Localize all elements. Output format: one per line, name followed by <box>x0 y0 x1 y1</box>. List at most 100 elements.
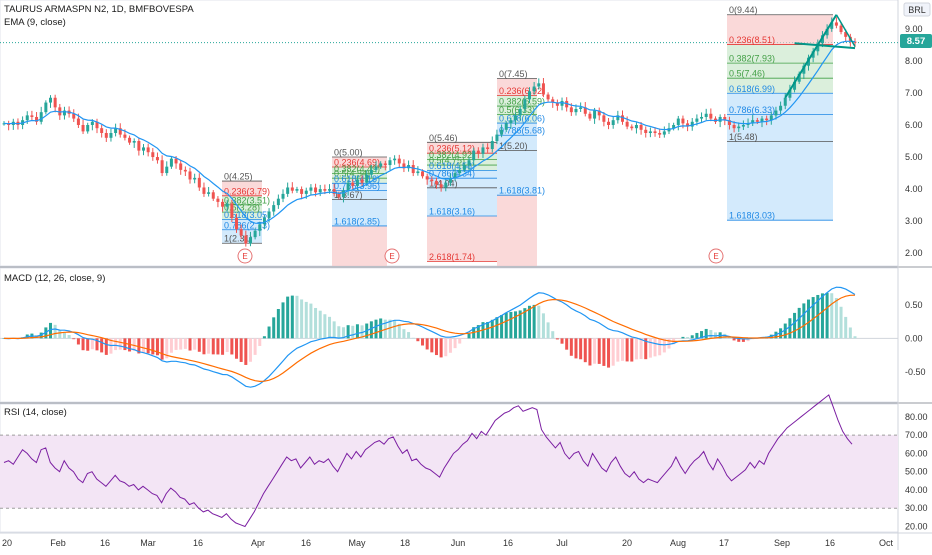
candle-body-40 <box>188 171 192 180</box>
macd-hist-bar-74 <box>346 325 350 339</box>
macd-hist-bar-31 <box>146 338 150 354</box>
candle-100 <box>467 157 471 171</box>
macd-tick-1: 0.00 <box>905 333 923 343</box>
axis-layer[interactable]: 9.00 8.00 7.00 6.00 5.00 4.00 3.00 2.00 0.50 0.00… <box>2 24 928 548</box>
macd-hist-bar-137 <box>639 338 643 360</box>
price-tick-0: 9.00 <box>905 24 923 34</box>
fib-zone-4-6 <box>727 141 833 221</box>
macd-hist-bar-129 <box>602 338 606 366</box>
macd-hist-bar-39 <box>183 338 187 349</box>
fib-label-2-2: 0.382(4.92) <box>429 150 475 160</box>
time-tick-10: 16 <box>503 538 513 548</box>
macd-hist-bar-180 <box>839 306 843 339</box>
macd-hist-bar-71 <box>332 321 336 339</box>
candle-33 <box>155 152 159 164</box>
macd-hist-bar-86 <box>402 329 406 339</box>
fib-zone-0-2 <box>222 204 262 213</box>
candle-97 <box>453 168 457 181</box>
candle-body-86 <box>402 163 406 169</box>
macd-hist-bar-18 <box>86 338 90 351</box>
macd-hist-bar-145 <box>676 338 680 339</box>
candle-158 <box>737 122 741 132</box>
macd-hist-bar-30 <box>142 338 146 353</box>
signal-line <box>4 294 856 383</box>
macd-hist-bar-67 <box>314 307 318 339</box>
macd-hist-bar-91 <box>425 338 429 350</box>
macd-hist-bar-118 <box>551 331 555 339</box>
candle-body-30 <box>142 147 146 151</box>
currency-label: BRL <box>908 5 926 15</box>
macd-hist-bar-17 <box>81 338 85 351</box>
candle-52 <box>244 230 248 247</box>
trend-line-flat <box>794 42 856 50</box>
candle-body-171 <box>797 73 801 82</box>
candle-166 <box>774 106 778 120</box>
candle-112 <box>523 95 527 114</box>
macd-hist-bar-50 <box>235 338 239 359</box>
macd-hist-bar-152 <box>709 330 713 339</box>
candle-body-122 <box>569 107 573 113</box>
time-tick-5: Apr <box>251 538 265 548</box>
candle-body-41 <box>193 177 197 180</box>
candle-body-167 <box>779 105 783 111</box>
candle-body-175 <box>816 43 820 52</box>
fib-label-4-4: 0.618(6.99) <box>729 84 775 94</box>
macd-hist-bar-143 <box>667 338 671 349</box>
candle-115 <box>537 78 541 90</box>
candle-93 <box>434 177 438 189</box>
fib-zone-4-4 <box>727 93 833 115</box>
macd-hist-bar-98 <box>458 338 462 344</box>
rsi-tick-4: 40.00 <box>905 485 928 495</box>
macd-hist-bar-25 <box>118 338 122 350</box>
candle-59 <box>276 194 280 209</box>
candle-167 <box>779 101 783 115</box>
currency-badge[interactable] <box>903 2 931 17</box>
macd-hist-bar-38 <box>179 338 183 350</box>
price-tick-6: 3.00 <box>905 216 923 226</box>
candle-142 <box>662 126 666 138</box>
candle-36 <box>169 156 173 169</box>
macd-hist-bar-64 <box>300 299 304 339</box>
candle-79 <box>369 164 373 178</box>
fib-label-1-3: 0.5(4.34) <box>334 169 370 179</box>
candle-41 <box>193 173 197 184</box>
earnings-marker-label-1: E <box>389 252 394 261</box>
macd-hist-bar-48 <box>225 338 229 353</box>
candle-body-15 <box>72 113 76 119</box>
last-price-label: 8.57 <box>907 36 926 47</box>
candle-body-39 <box>183 169 187 172</box>
candle-body-64 <box>300 189 304 194</box>
macd-hist-bar-84 <box>393 320 397 339</box>
candle-body-165 <box>769 115 773 121</box>
macd-hist-bar-100 <box>467 333 471 339</box>
macd-hist-bar-49 <box>230 338 234 355</box>
rsi-tick-5: 30.00 <box>905 503 928 513</box>
candle-body-101 <box>472 150 476 161</box>
time-tick-9: Jun <box>451 538 466 548</box>
candle-6 <box>30 110 34 121</box>
candle-body-141 <box>658 133 662 135</box>
macd-hist-bar-168 <box>783 323 787 339</box>
macd-hist-bar-43 <box>202 338 206 355</box>
macd-hist-bar-134 <box>625 338 629 362</box>
earnings-marker-label-2: E <box>713 252 718 261</box>
candle-29 <box>137 137 141 156</box>
candle-165 <box>769 111 773 125</box>
candle-body-20 <box>95 121 99 129</box>
macd-hist-bar-110 <box>514 311 518 339</box>
candle-body-26 <box>123 134 127 138</box>
macd-hist-bar-135 <box>630 338 634 362</box>
macd-hist-bar-40 <box>188 338 192 351</box>
fib-set-1: 0(5.00)0.236(4.69)0.382(4.49)0.5(4.34)0.… <box>332 148 387 266</box>
candle-85 <box>397 154 401 168</box>
candle-body-34 <box>160 160 164 174</box>
candle-9 <box>44 100 48 115</box>
candle-body-163 <box>760 118 764 122</box>
candle-body-105 <box>490 141 494 150</box>
candle-body-73 <box>341 190 345 198</box>
candle-62 <box>290 182 294 194</box>
rsi-line <box>3 394 853 528</box>
fib-zone-3-2 <box>497 106 537 115</box>
